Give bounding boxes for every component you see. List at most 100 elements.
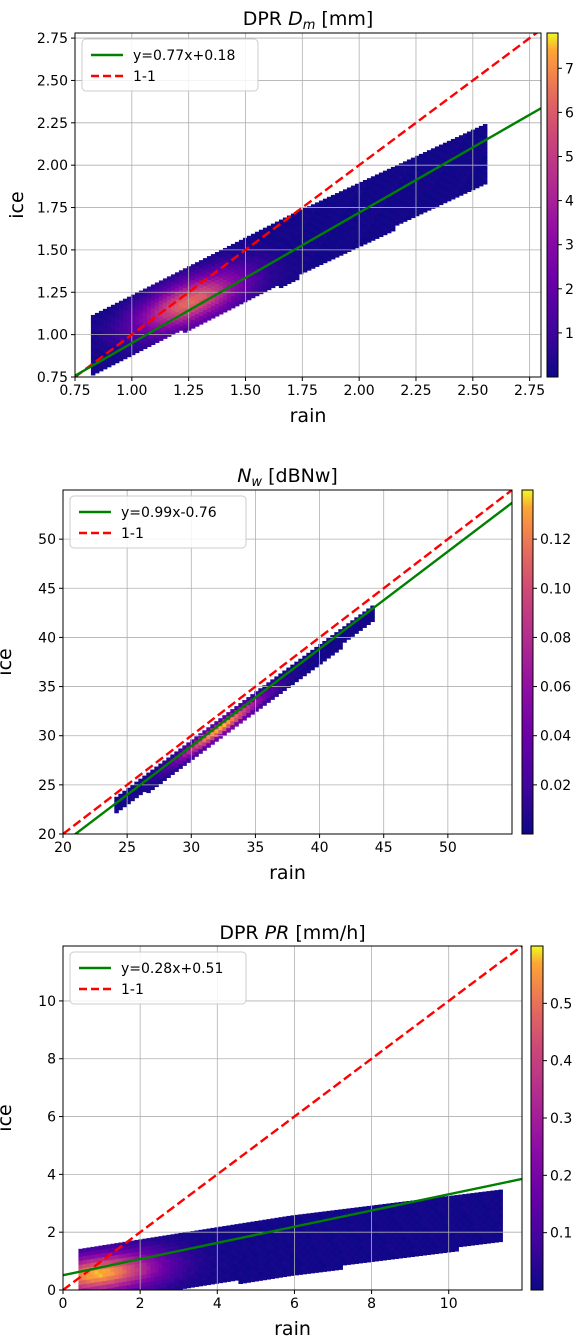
legend: y=0.28x+0.51 1-1: [69, 951, 247, 1005]
x-tick-label: 20: [54, 840, 72, 856]
x-tick-label: 1.25: [173, 383, 204, 399]
colorbar-tick-label: 0.12: [540, 532, 571, 548]
y-tick-label: 1.50: [37, 243, 68, 259]
x-tick-label: 2.25: [400, 383, 431, 399]
y-tick-label: 1.00: [37, 328, 68, 344]
x-axis-label: rain: [269, 862, 306, 884]
legend-label: y=0.28x+0.51: [121, 961, 223, 977]
colorbar-tick-label: 3: [565, 238, 574, 254]
y-axis-label: ice: [0, 648, 16, 675]
colorbar-gradient: [521, 489, 534, 835]
y-tick-label: 0: [47, 1283, 56, 1299]
fit-line: [63, 1177, 522, 1277]
y-tick-label: 2.00: [37, 158, 68, 174]
legend-label: 1-1: [121, 982, 144, 998]
x-tick-label: 1.00: [116, 383, 147, 399]
colorbar-gradient: [530, 945, 544, 1291]
chart-panel-2: 20 25 30 35 40 45 50 20 25 30 35 40 45 50 rain ice Nw [d…: [0, 465, 571, 884]
y-tick-label: 8: [47, 1052, 56, 1068]
x-tick-label: 0: [59, 1296, 68, 1312]
legend-box: [69, 495, 247, 549]
legend: y=0.99x-0.76 1-1: [69, 495, 247, 549]
one-to-one-line: [63, 946, 522, 1290]
legend-label: y=0.99x-0.76: [121, 505, 217, 521]
legend: y=0.77x+0.18 1-1: [81, 38, 259, 92]
colorbar-tick-label: 0.06: [540, 680, 571, 696]
x-tick-label: 50: [439, 840, 457, 856]
y-tick-label: 45: [38, 581, 56, 597]
colorbar-tick-label: 4: [565, 194, 574, 210]
colorbar-tick-label: 0.08: [540, 630, 571, 646]
colorbar-tick-label: 2: [565, 282, 574, 298]
x-axis-label: rain: [274, 1318, 311, 1340]
heatmap-density: [90, 124, 488, 376]
x-tick-label: 35: [247, 840, 265, 856]
heatmap-density: [78, 1189, 503, 1290]
colorbar-gradient: [546, 32, 559, 378]
colorbar-tick-label: 0.4: [550, 1054, 572, 1070]
x-tick-label: 45: [375, 840, 393, 856]
colorbar-tick-label: 0.04: [540, 729, 571, 745]
y-axis-label: ice: [6, 191, 28, 218]
chart-panel-1: 0.75 1.00 1.25 1.50 1.75 2.00 2.25 2.50 2.75 0.75…: [6, 8, 574, 427]
axes-frame: [62, 945, 523, 1291]
fit-line: [75, 107, 541, 377]
x-tick-label: 2.75: [514, 383, 545, 399]
one-to-one-line: [63, 490, 512, 834]
y-tick-label: 25: [38, 778, 56, 794]
y-axis-label: ice: [0, 1104, 16, 1131]
x-tick-label: 4: [213, 1296, 222, 1312]
x-tick-label: 10: [440, 1296, 458, 1312]
colorbar: 0.1 0.2 0.3 0.4 0.5: [530, 945, 572, 1291]
x-tick-label: 0.75: [59, 383, 90, 399]
x-tick-label: 8: [367, 1296, 376, 1312]
colorbar: 1 2 3 4 5 6 7: [546, 32, 574, 378]
colorbar: 0.02 0.04 0.06 0.08 0.10 0.12: [521, 489, 571, 835]
y-tick-label: 1.75: [37, 201, 68, 217]
y-tick-label: 20: [38, 827, 56, 843]
legend-label: 1-1: [121, 526, 144, 542]
chart-title: DPR PR [mm/h]: [219, 922, 365, 944]
colorbar-tick-label: 1: [565, 326, 574, 342]
x-tick-label: 30: [182, 840, 200, 856]
grid-lines: [74, 33, 541, 378]
x-tick-label: 25: [118, 840, 136, 856]
y-tick-label: 30: [38, 729, 56, 745]
colorbar-tick-label: 7: [565, 61, 574, 77]
y-tick-label: 10: [38, 994, 56, 1010]
y-tick-label: 6: [47, 1110, 56, 1126]
x-tick-label: 1.75: [287, 383, 318, 399]
chart-title: Nw [dBNw]: [237, 465, 338, 490]
colorbar-tick-label: 0.2: [550, 1168, 572, 1184]
y-tick-label: 35: [38, 680, 56, 696]
colorbar-tick-label: 0.02: [540, 778, 571, 794]
y-tick-label: 0.75: [37, 370, 68, 386]
axes-frame: [74, 32, 542, 378]
colorbar-tick-label: 0.5: [550, 996, 572, 1012]
colorbar-tick-label: 6: [565, 105, 574, 121]
colorbar-tick-label: 0.3: [550, 1111, 572, 1127]
chart-title: DPR Dm [mm]: [243, 8, 374, 33]
x-axis-label: rain: [290, 405, 327, 427]
x-tick-label: 40: [311, 840, 329, 856]
x-tick-label: 6: [290, 1296, 299, 1312]
chart-panel-3: 0 2 4 6 8 10 0 2 4 6 8 10 rain ice DPR PR [mm/h] y=0.28…: [0, 922, 572, 1340]
y-tick-label: 2: [47, 1225, 56, 1241]
x-tick-label: 1.50: [230, 383, 261, 399]
x-tick-label: 2.50: [457, 383, 488, 399]
one-to-one-line: [75, 33, 539, 377]
y-tick-label: 1.25: [37, 285, 68, 301]
y-tick-label: 2.25: [37, 116, 68, 132]
y-tick-label: 2.50: [37, 73, 68, 89]
colorbar-tick-label: 0.10: [540, 581, 571, 597]
y-tick-label: 2.75: [37, 31, 68, 47]
colorbar-tick-label: 0.1: [550, 1226, 572, 1242]
y-tick-label: 50: [38, 532, 56, 548]
y-tick-label: 4: [47, 1167, 56, 1183]
legend-box: [81, 38, 259, 92]
axes-frame: [62, 489, 513, 835]
legend-box: [69, 951, 247, 1005]
x-tick-label: 2.00: [344, 383, 375, 399]
x-tick-label: 2: [136, 1296, 145, 1312]
legend-label: y=0.77x+0.18: [133, 48, 235, 64]
